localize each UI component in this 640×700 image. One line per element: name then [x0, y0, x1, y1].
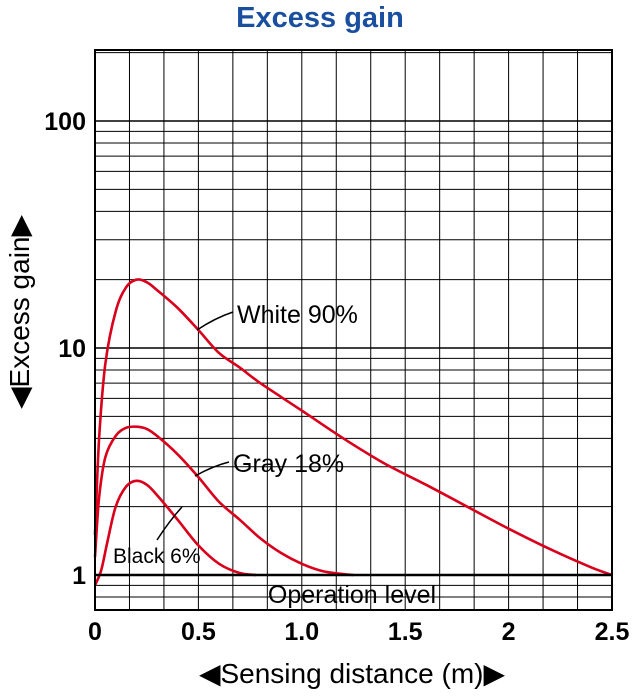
x-tick-label: 2: [502, 618, 516, 646]
plot-frame: [94, 49, 613, 611]
series-line-black-6: [93, 479, 257, 586]
label-gray-18: Gray 18%: [233, 450, 344, 478]
x-tick-label: 1.5: [388, 618, 423, 646]
series-curves: [93, 278, 613, 586]
x-tick-label: 0: [88, 618, 102, 646]
x-tick-label: 2.5: [595, 618, 630, 646]
label-black-6: Black 6%: [113, 545, 201, 568]
y-tick-label: 10: [58, 335, 86, 363]
series-line-gray-18: [93, 425, 354, 577]
x-tick-label: 1.0: [284, 618, 319, 646]
y-tick-labels: 1 10 100: [44, 108, 86, 590]
label-white-90: White 90%: [237, 301, 358, 329]
annotation-leaders: [156, 311, 234, 541]
series-line-white-90: [93, 278, 613, 577]
leader-white-90: [196, 311, 234, 331]
label-operation-level: Operation level: [268, 581, 436, 609]
leader-black-6: [156, 506, 183, 541]
x-tick-labels: 0 0.5 1.0 1.5 2 2.5: [88, 618, 629, 646]
x-axis-label: ◀Sensing distance (m)▶: [199, 658, 506, 689]
chart-title: Excess gain: [236, 2, 404, 34]
grid-lines: [94, 50, 613, 610]
y-tick-label: 100: [44, 108, 86, 136]
y-axis-label: ◀Excess gain▶: [4, 215, 35, 409]
x-tick-label: 0.5: [181, 618, 216, 646]
y-tick-label: 1: [72, 562, 86, 590]
leader-gray-18: [194, 461, 230, 477]
